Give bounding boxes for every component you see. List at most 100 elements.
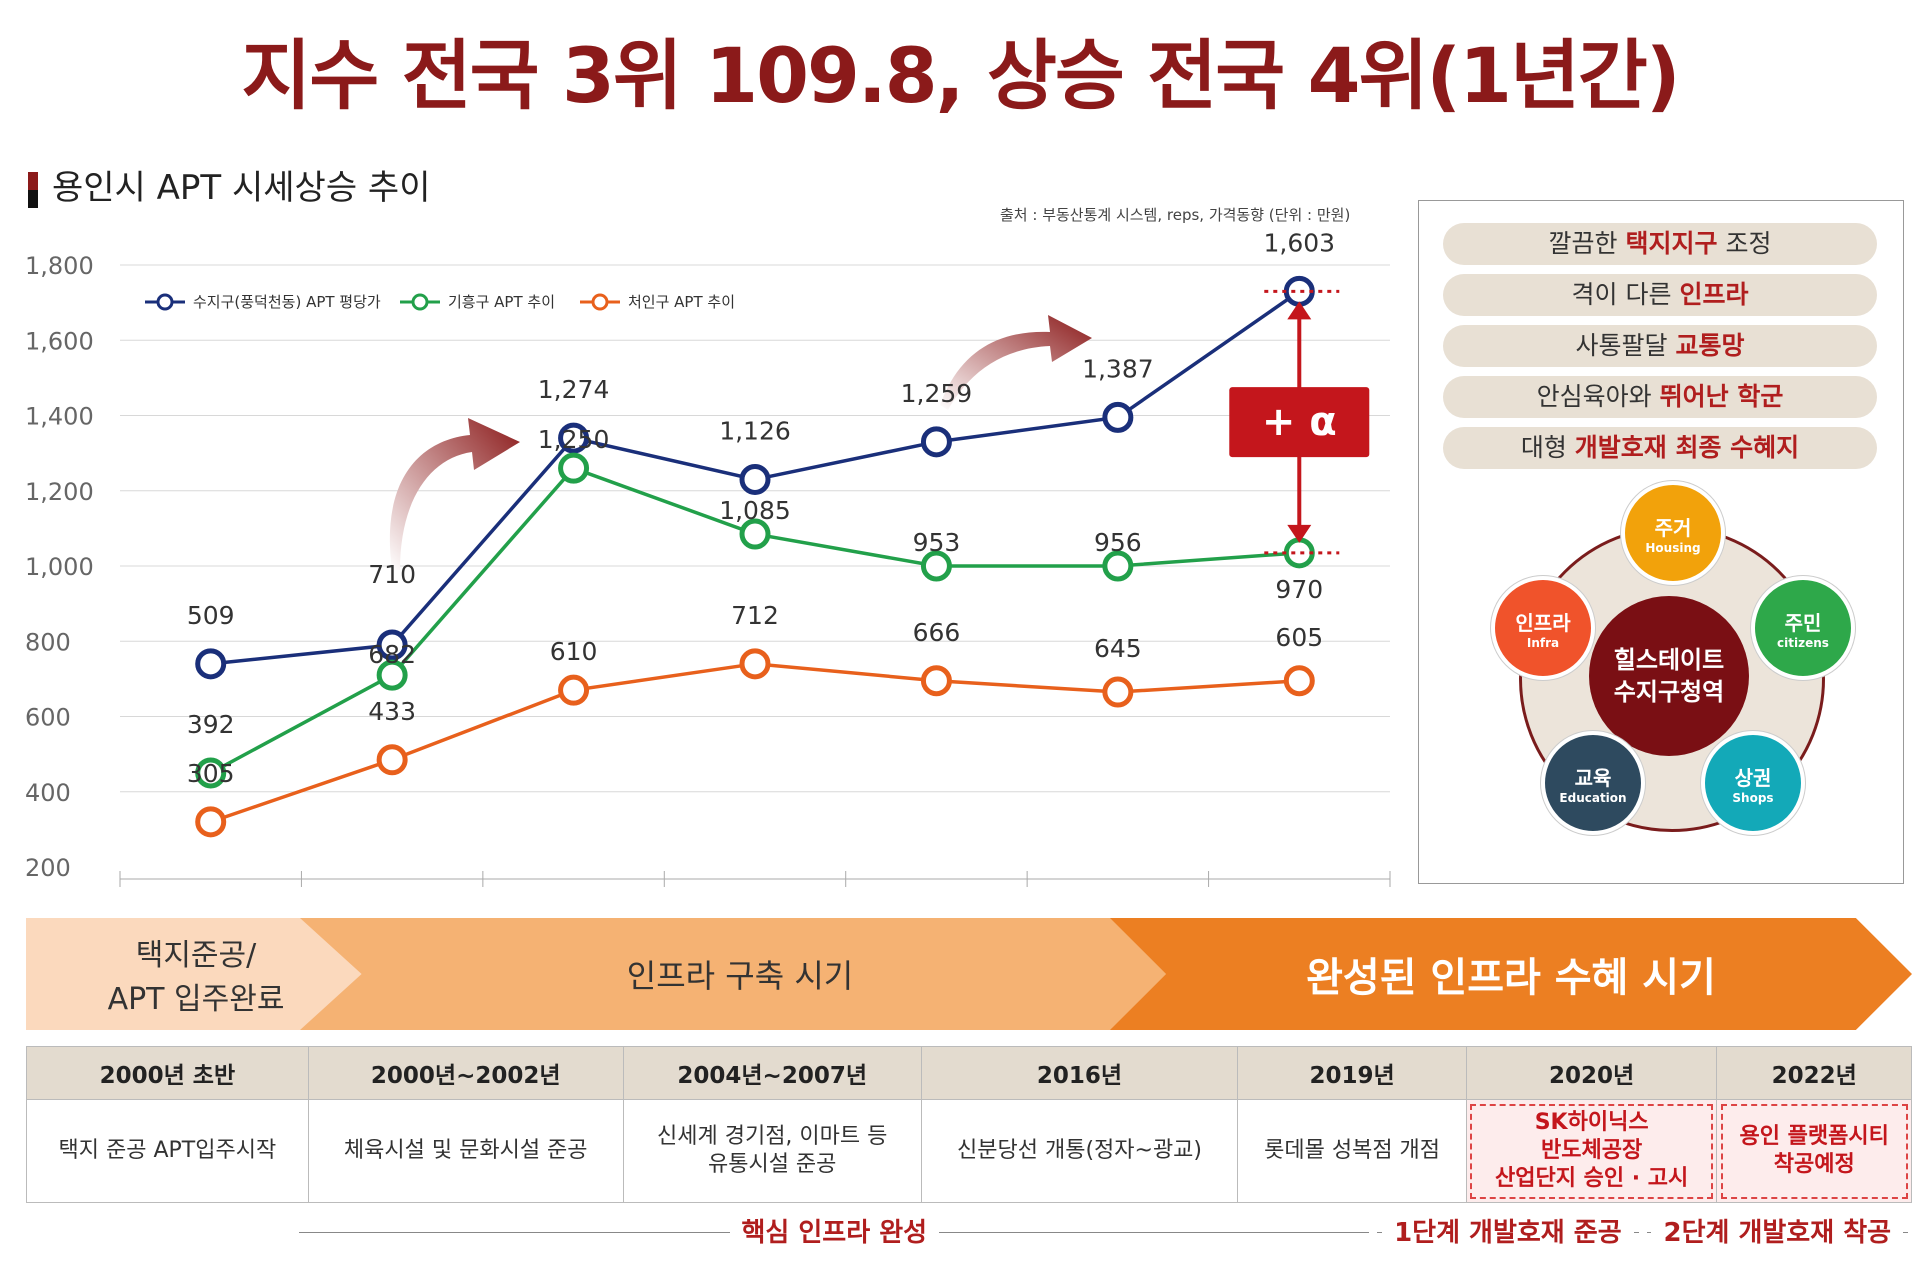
data-label: 509 xyxy=(187,601,235,630)
alpha-annotation: + α xyxy=(1229,289,1370,555)
timeline-cell-line: 용인 플랫폼시티 xyxy=(1739,1124,1889,1149)
data-label: 610 xyxy=(550,637,598,666)
page-title: 지수 전국 3위 109.8, 상승 전국 4위(1년간) xyxy=(241,31,1680,120)
timeline-cell-line: 신세계 경기점, 이마트 등 xyxy=(657,1124,888,1149)
phase-arrow: 택지준공/APT 입주완료 xyxy=(26,918,366,1030)
data-label: 953 xyxy=(913,528,961,557)
data-point xyxy=(739,648,771,680)
data-label: 605 xyxy=(1275,623,1323,652)
trend-arrows xyxy=(389,315,1092,570)
pill-text: 격이 다른 xyxy=(1571,280,1680,309)
data-labels: 509 710 1,274 1,126 1,259 1,387 1,603 392 682 1,2… xyxy=(187,230,1335,788)
bracket-label-text: 핵심 인프라 완성 xyxy=(729,1218,940,1248)
timeline-cell-line: 체육시설 및 문화시설 준공 xyxy=(343,1138,588,1163)
data-point xyxy=(1102,550,1134,582)
timeline-header: 2000년 초반 xyxy=(26,1046,309,1100)
data-point xyxy=(1283,665,1315,697)
node-label: 주거 xyxy=(1654,515,1692,540)
timeline-header: 2020년 xyxy=(1465,1046,1718,1100)
y-axis: 200 400 600 800 1,000 1,200 1,400 1,600 1,800 xyxy=(25,252,94,882)
chart-source: 출처 : 부동산통계 시스템, reps, 가격동향 (단위 : 만원) xyxy=(1000,206,1351,224)
data-point xyxy=(195,757,227,789)
data-point xyxy=(558,452,590,484)
node-sublabel: citizens xyxy=(1777,635,1829,650)
pill-text: 사통팔달 xyxy=(1575,331,1676,360)
data-point xyxy=(376,629,408,661)
timeline-cell: 신세계 경기점, 이마트 등 유통시설 준공 xyxy=(622,1099,922,1203)
hub-diagram: 힐스테이트 수지구청역 주거 Housing 주민 citizens 상권 Shops 교육… xyxy=(1489,481,1855,881)
node-sublabel: Housing xyxy=(1645,540,1701,555)
data-label: 1,387 xyxy=(1082,354,1154,383)
data-point xyxy=(376,659,408,691)
section-title-text: 용인시 APT 시세상승 추이 xyxy=(52,168,431,208)
timeline-cell-line: 택지 준공 APT입주시작 xyxy=(58,1138,277,1163)
legend-marker xyxy=(591,293,609,311)
timeline-cell: 신분당선 개통(정자~광교) xyxy=(920,1099,1239,1203)
node-label: 주민 xyxy=(1784,610,1822,635)
data-point xyxy=(195,648,227,680)
data-label: 956 xyxy=(1094,528,1142,557)
data-label: 1,274 xyxy=(538,375,610,404)
node-label: 상권 xyxy=(1734,765,1772,790)
data-label: 1,126 xyxy=(719,416,791,445)
legend-label: 처인구 APT 추이 xyxy=(628,293,735,311)
hub-node: 교육 Education xyxy=(1541,731,1645,835)
bracket-label: 핵심 인프라 완성 xyxy=(299,1212,1369,1249)
data-point xyxy=(920,426,952,458)
data-label: 682 xyxy=(368,640,416,669)
alpha-arrow-head xyxy=(1287,524,1312,543)
data-label: 392 xyxy=(187,710,235,739)
timeline-cell: 체육시설 및 문화시설 준공 xyxy=(307,1099,624,1203)
bracket-label-text: 1단계 개발호재 준공 xyxy=(1382,1218,1634,1248)
timeline-cell-line: 착공예정 xyxy=(1773,1152,1855,1177)
y-tick-label: 800 xyxy=(25,628,71,656)
timeline-table: 2000년 초반 2000년~2002년 2004년~2007년 2016년 2019년… xyxy=(26,1046,1912,1203)
timeline-header: 2019년 xyxy=(1237,1046,1467,1100)
data-point xyxy=(739,518,771,550)
data-label: 712 xyxy=(731,601,779,630)
y-tick-label: 200 xyxy=(25,854,71,882)
phase-label-line: 완성된 인프라 수혜 시기 xyxy=(1306,955,1716,1001)
y-tick-label: 1,000 xyxy=(25,553,94,581)
data-point xyxy=(558,674,590,706)
data-label: 1,250 xyxy=(538,425,610,454)
y-tick-label: 1,600 xyxy=(25,327,94,355)
legend-label: 기흥구 APT 추이 xyxy=(448,293,555,311)
data-label: 1,085 xyxy=(719,496,791,525)
phase-bracket: 핵심 인프라 완성 xyxy=(299,1212,1370,1252)
hub-center-line1: 힐스테이트 xyxy=(1613,646,1725,674)
y-tick-label: 1,200 xyxy=(25,478,94,506)
legend-marker xyxy=(156,293,174,311)
timeline-header: 2004년~2007년 xyxy=(622,1046,922,1100)
phase-bracket: 2단계 개발호재 착공 xyxy=(1646,1212,1908,1252)
feature-pill: 격이 다른 인프라 xyxy=(1443,274,1877,316)
feature-pill: 대형 개발호재 최종 수혜지 xyxy=(1443,427,1877,469)
data-label: 645 xyxy=(1094,634,1142,663)
pill-highlight: 교통망 xyxy=(1675,331,1745,360)
pill-highlight: 뛰어난 학군 xyxy=(1659,382,1784,411)
node-label: 교육 xyxy=(1574,765,1612,790)
data-label: 970 xyxy=(1275,575,1323,604)
data-point xyxy=(195,806,227,838)
pill-text: 대형 xyxy=(1520,433,1575,462)
trend-arrow xyxy=(940,315,1092,410)
node-sublabel: Education xyxy=(1559,790,1627,805)
bracket-label: 1단계 개발호재 준공 xyxy=(1377,1212,1638,1249)
data-point xyxy=(1102,676,1134,708)
y-tick-label: 600 xyxy=(25,704,71,732)
legend-label: 수지구(풍덕천동) APT 평당가 xyxy=(193,293,381,311)
timeline-cell: SK하이닉스 반도체공장 산업단지 승인 · 고시 xyxy=(1465,1099,1718,1203)
pill-highlight: 인프라 xyxy=(1679,280,1749,309)
feature-pill: 사통팔달 교통망 xyxy=(1443,325,1877,367)
timeline-cell: 택지 준공 APT입주시작 xyxy=(26,1099,309,1203)
bracket-label: 2단계 개발호재 착공 xyxy=(1647,1212,1908,1249)
section-marker xyxy=(28,171,38,208)
node-sublabel: Infra xyxy=(1526,635,1560,650)
bracket-label-text: 2단계 개발호재 착공 xyxy=(1651,1218,1904,1248)
data-label: 666 xyxy=(913,618,961,647)
price-trend-chart: 200 400 600 800 1,000 1,200 1,400 1,600 1,800 20… xyxy=(25,230,1391,887)
timeline-header: 2022년 xyxy=(1716,1046,1912,1100)
alpha-arrow-head xyxy=(1287,301,1312,320)
feature-pill: 깔끔한 택지지구 조정 xyxy=(1443,223,1877,265)
